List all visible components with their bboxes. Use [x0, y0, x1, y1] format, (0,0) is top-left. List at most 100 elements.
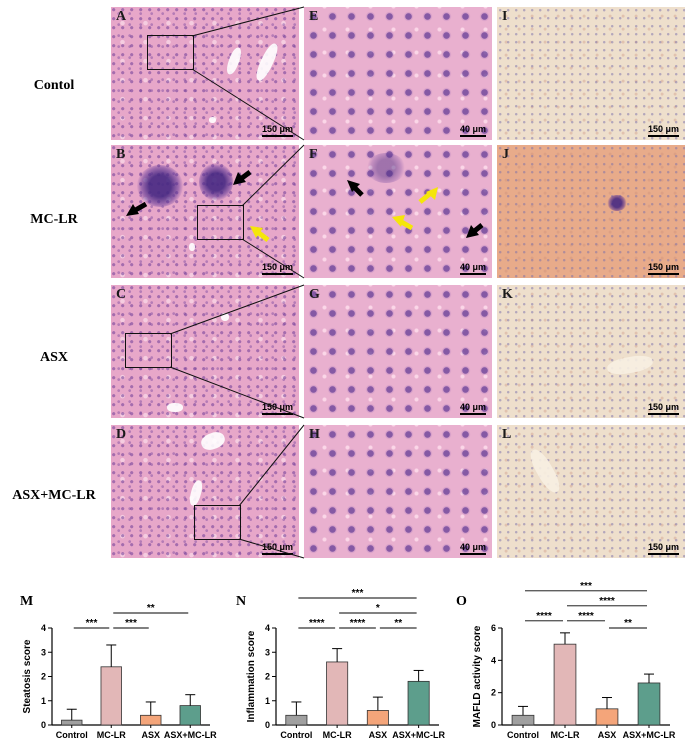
scale-bar-h: 40 μm: [459, 542, 486, 555]
significance-label: **: [624, 618, 632, 629]
significance-label: ***: [125, 618, 137, 629]
scale-bar-i: 150 μm: [647, 124, 679, 137]
x-tick-label: MC-LR: [551, 730, 580, 740]
scale-bar-k: 150 μm: [647, 402, 679, 415]
oil-red-panel-i: I 150 μm: [497, 7, 685, 140]
row-label-asx-mc-lr: ASX+MC-LR: [12, 488, 96, 503]
significance-label: ***: [86, 618, 98, 629]
y-tick-label: 1: [265, 696, 270, 706]
x-tick-label: ASX+MC-LR: [623, 730, 676, 740]
significance-label: **: [147, 603, 155, 614]
scale-label-c: 150 μm: [261, 402, 293, 412]
bar: [637, 682, 661, 726]
y-tick-label: 0: [41, 720, 46, 730]
bar: [100, 666, 122, 726]
oil-red-panel-k: K 150 μm: [497, 285, 685, 418]
y-tick-label: 6: [491, 623, 496, 633]
scale-label-k: 150 μm: [647, 402, 679, 412]
panel-letter-l: L: [502, 427, 512, 442]
scale-label-e: 40 μm: [459, 124, 486, 134]
scale-label-j: 150 μm: [647, 262, 679, 272]
panel-letter-h: H: [309, 427, 320, 442]
x-tick-label: MC-LR: [323, 730, 352, 740]
panel-letter-e: E: [309, 9, 319, 24]
row-label-control: Contol: [33, 78, 75, 93]
bar: [407, 680, 430, 726]
bar: [553, 643, 577, 726]
micrograph-panel-d: D 150 μm: [111, 425, 299, 558]
x-tick-label: ASX: [141, 730, 160, 740]
significance-label: ****: [599, 596, 615, 607]
y-tick-label: 0: [265, 720, 270, 730]
scale-label-f: 40 μm: [459, 262, 486, 272]
x-tick-label: MC-LR: [97, 730, 126, 740]
mafld-activity-chart: 0 2 4 6 MAFLD activity score Control MC-LR ASX A…: [472, 581, 676, 740]
x-tick-label: Control: [56, 730, 88, 740]
steatosis-chart: 0 1 2 3 4 Steatosis score Control MC-LR ASX ASX+M…: [22, 603, 217, 740]
arrow-black-icon: [466, 223, 484, 238]
scale-bar-c: 150 μm: [261, 402, 293, 415]
panel-letter-b: B: [116, 147, 126, 162]
micrograph-panel-a: A 150 μm: [111, 7, 299, 140]
bar: [285, 714, 308, 726]
scale-label-i: 150 μm: [647, 124, 679, 134]
bar: [511, 714, 535, 726]
scale-label-b: 150 μm: [261, 262, 293, 272]
chart-letter-o: O: [456, 594, 467, 609]
bar: [140, 714, 162, 726]
significance-label: ****: [309, 618, 325, 629]
oil-red-panel-l: L 150 μm: [497, 425, 685, 558]
scale-bar-l: 150 μm: [647, 542, 679, 555]
scale-bar-d: 150 μm: [261, 542, 293, 555]
bar: [326, 661, 349, 726]
micrograph-panel-g: G 40 μm: [304, 285, 492, 418]
x-tick-label: Control: [507, 730, 539, 740]
micrograph-panel-f: F 40 μm: [304, 145, 492, 278]
x-tick-label: ASX+MC-LR: [392, 730, 445, 740]
y-tick-label: 2: [265, 672, 270, 682]
y-axis-label: MAFLD activity score: [472, 625, 483, 727]
inset-box-a: [147, 35, 194, 70]
panel-letter-i: I: [502, 9, 508, 24]
y-tick-label: 2: [491, 688, 496, 698]
chart-letter-n: N: [236, 594, 247, 609]
y-axis-label: Steatosis score: [22, 639, 33, 713]
y-tick-label: 0: [491, 720, 496, 730]
scale-label-d: 150 μm: [261, 542, 293, 552]
significance-label: ***: [352, 588, 364, 599]
scale-label-a: 150 μm: [261, 124, 293, 134]
chart-letter-m: M: [20, 594, 34, 609]
bar: [366, 710, 389, 726]
arrow-black-icon: [233, 170, 252, 185]
x-tick-label: Control: [280, 730, 312, 740]
y-tick-label: 4: [265, 623, 270, 633]
scale-bar-e: 40 μm: [459, 124, 486, 137]
inflammation-chart: 0 1 2 3 4 Inflammation score Control MC-LR ASX AS…: [246, 588, 445, 740]
significance-label: ****: [578, 611, 594, 622]
scale-bar-a: 150 μm: [261, 124, 293, 137]
inset-box-b: [197, 205, 244, 240]
panel-letter-g: G: [309, 287, 320, 302]
panel-letter-k: K: [502, 287, 513, 302]
bar: [179, 705, 201, 726]
y-tick-label: 3: [265, 647, 270, 657]
y-axis-label: Inflammation score: [246, 630, 257, 722]
significance-label: *: [376, 603, 380, 614]
scale-bar-j: 150 μm: [647, 262, 679, 275]
scale-bar-f: 40 μm: [459, 262, 486, 275]
panel-letter-d: D: [116, 427, 127, 442]
arrow-yellow-icon: [418, 187, 438, 204]
bar: [61, 719, 83, 726]
inset-box-c: [125, 333, 172, 368]
panel-letter-a: A: [116, 9, 127, 24]
scale-label-l: 150 μm: [647, 542, 679, 552]
zoom-connectors: [126, 6, 484, 559]
x-tick-label: ASX: [598, 730, 617, 740]
y-tick-label: 4: [41, 623, 46, 633]
row-label-asx: ASX: [39, 350, 68, 365]
y-tick-label: 4: [491, 655, 496, 665]
row-label-mc-lr: MC-LR: [30, 212, 78, 227]
oil-red-panel-j: J 150 μm: [497, 145, 685, 278]
significance-label: ****: [536, 611, 552, 622]
significance-label: **: [394, 618, 402, 629]
